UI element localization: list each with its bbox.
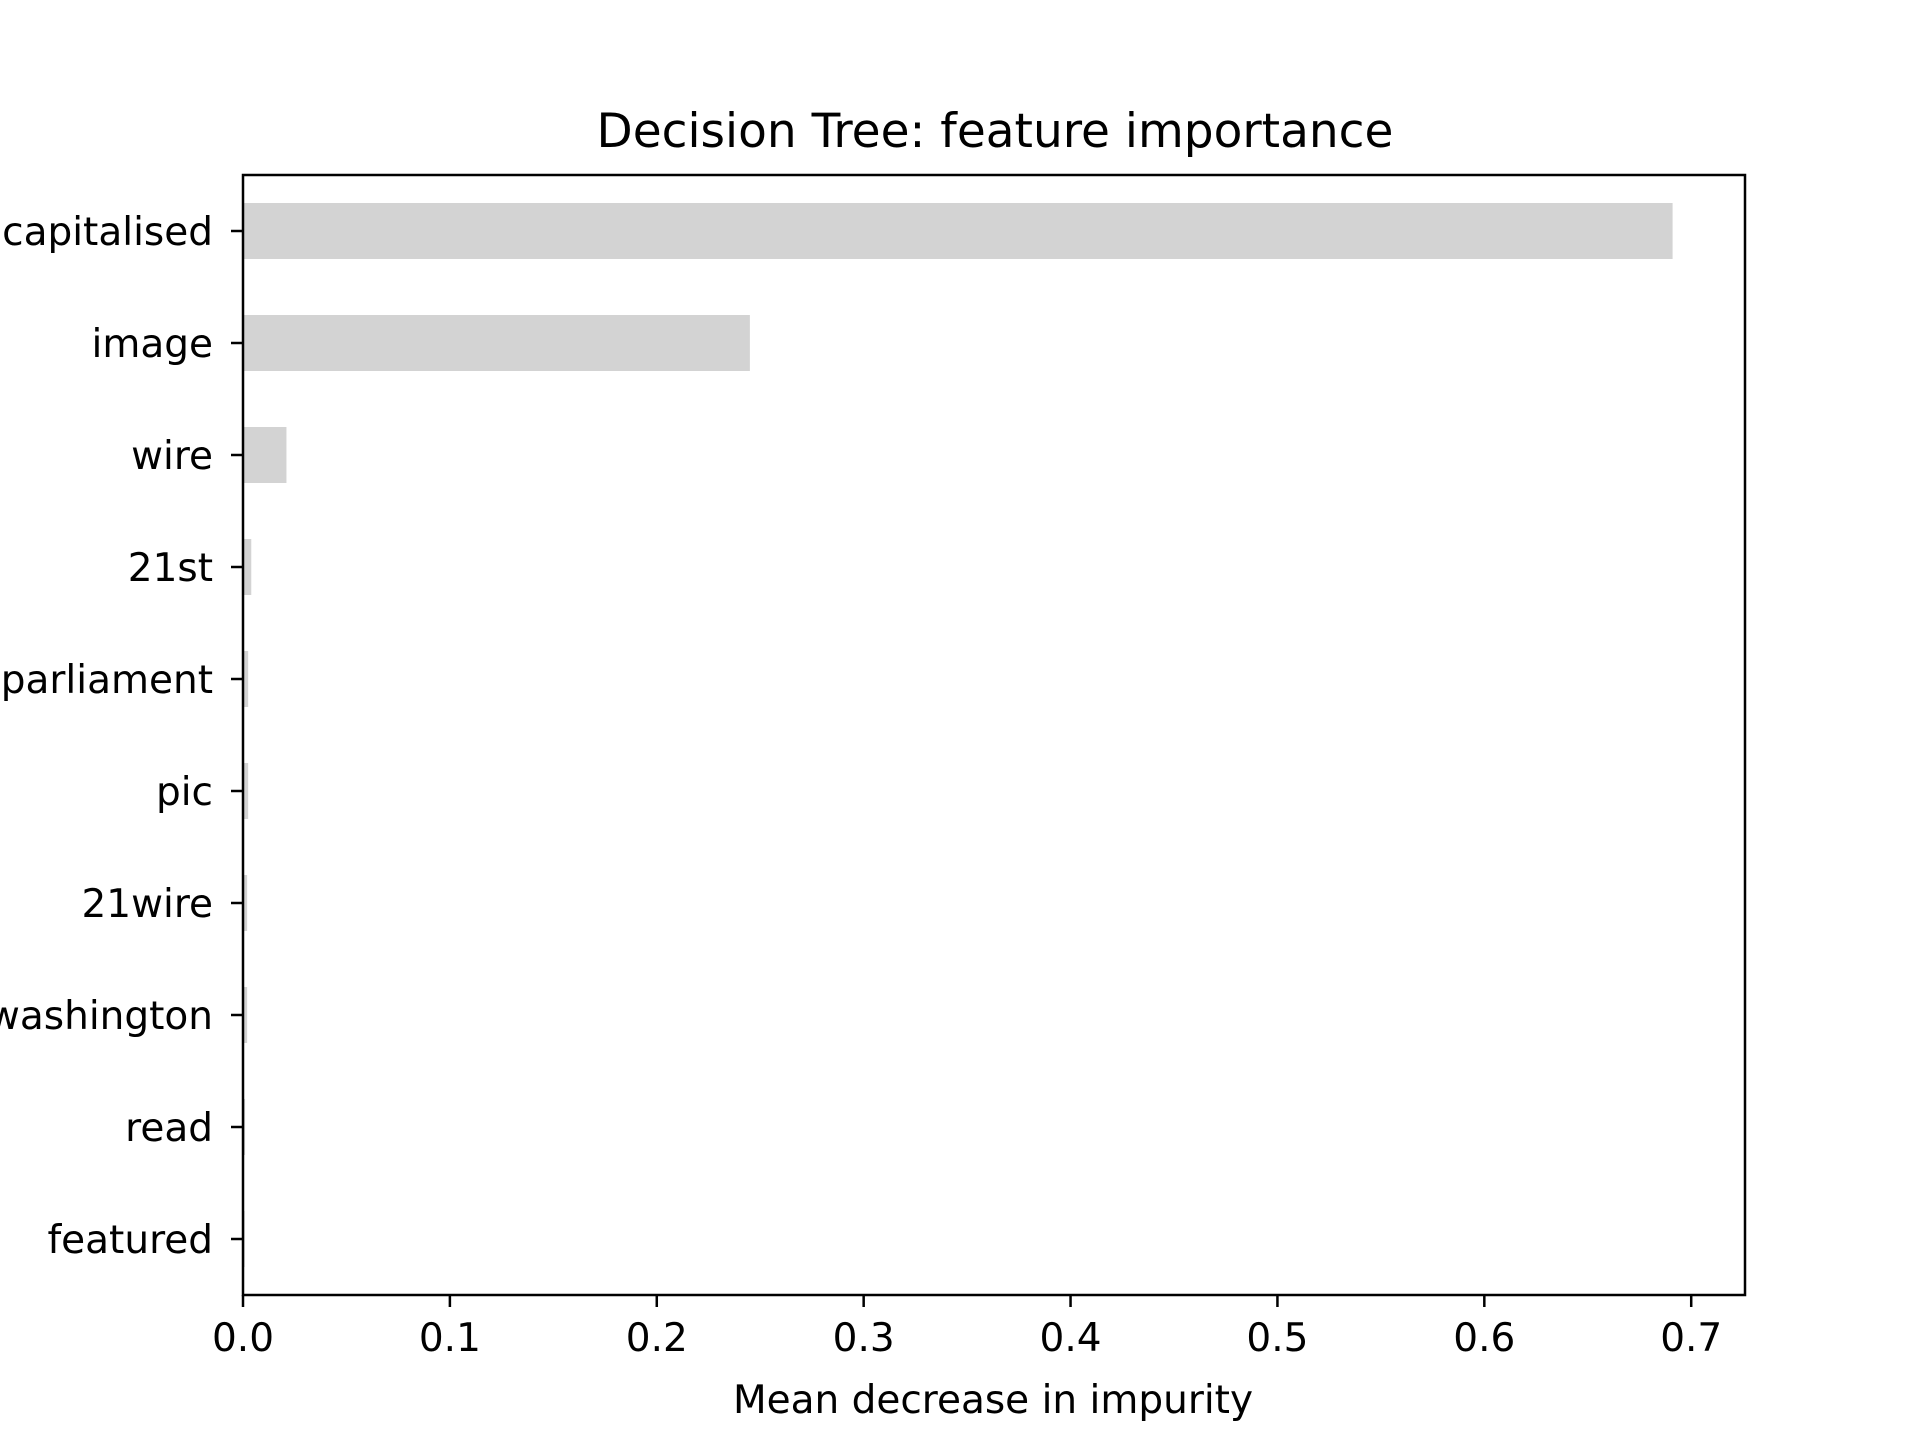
x-tick-label-0-6: 0.6 (1453, 1316, 1515, 1361)
bar-21wire (243, 875, 248, 931)
x-tick-label-0-3: 0.3 (833, 1316, 895, 1361)
x-tick-label-0-1: 0.1 (419, 1316, 481, 1361)
y-tick-label-21wire: 21wire (81, 882, 213, 927)
bar-washington (243, 987, 248, 1043)
x-axis: 0.0 0.1 0.2 0.3 0.4 0.5 0.6 0.7 (212, 1295, 1722, 1361)
chart-title: Decision Tree: feature importance (597, 104, 1394, 159)
x-tick-label-0-4: 0.4 (1040, 1316, 1102, 1361)
bar-pic (243, 763, 249, 819)
bars-layer (243, 203, 1673, 1267)
x-tick-label-0-7: 0.7 (1660, 1316, 1722, 1361)
plot-frame (241, 173, 1747, 1297)
bar-parliament (243, 651, 249, 707)
y-axis: capitalised image wire 21st parliament pic 21w… (0, 210, 243, 1263)
y-tick-label-featured: featured (47, 1218, 213, 1263)
bar-image (243, 315, 750, 371)
bar-capitalised (243, 203, 1673, 259)
x-axis-label: Mean decrease in impurity (733, 1378, 1253, 1423)
x-tick-label-0-5: 0.5 (1246, 1316, 1308, 1361)
x-tick-label-0-0: 0.0 (212, 1316, 274, 1361)
y-tick-label-read: read (125, 1106, 213, 1151)
bar-21st (243, 539, 252, 595)
y-tick-label-parliament: parliament (1, 658, 213, 703)
y-tick-label-pic: pic (156, 770, 213, 815)
y-tick-label-capitalised: capitalised (2, 210, 213, 255)
y-tick-label-wire: wire (131, 434, 213, 479)
y-tick-label-image: image (92, 322, 213, 367)
x-tick-label-0-2: 0.2 (626, 1316, 688, 1361)
bar-wire (243, 427, 287, 483)
y-tick-label-21st: 21st (128, 546, 213, 591)
y-tick-label-washington: washington (0, 994, 213, 1039)
